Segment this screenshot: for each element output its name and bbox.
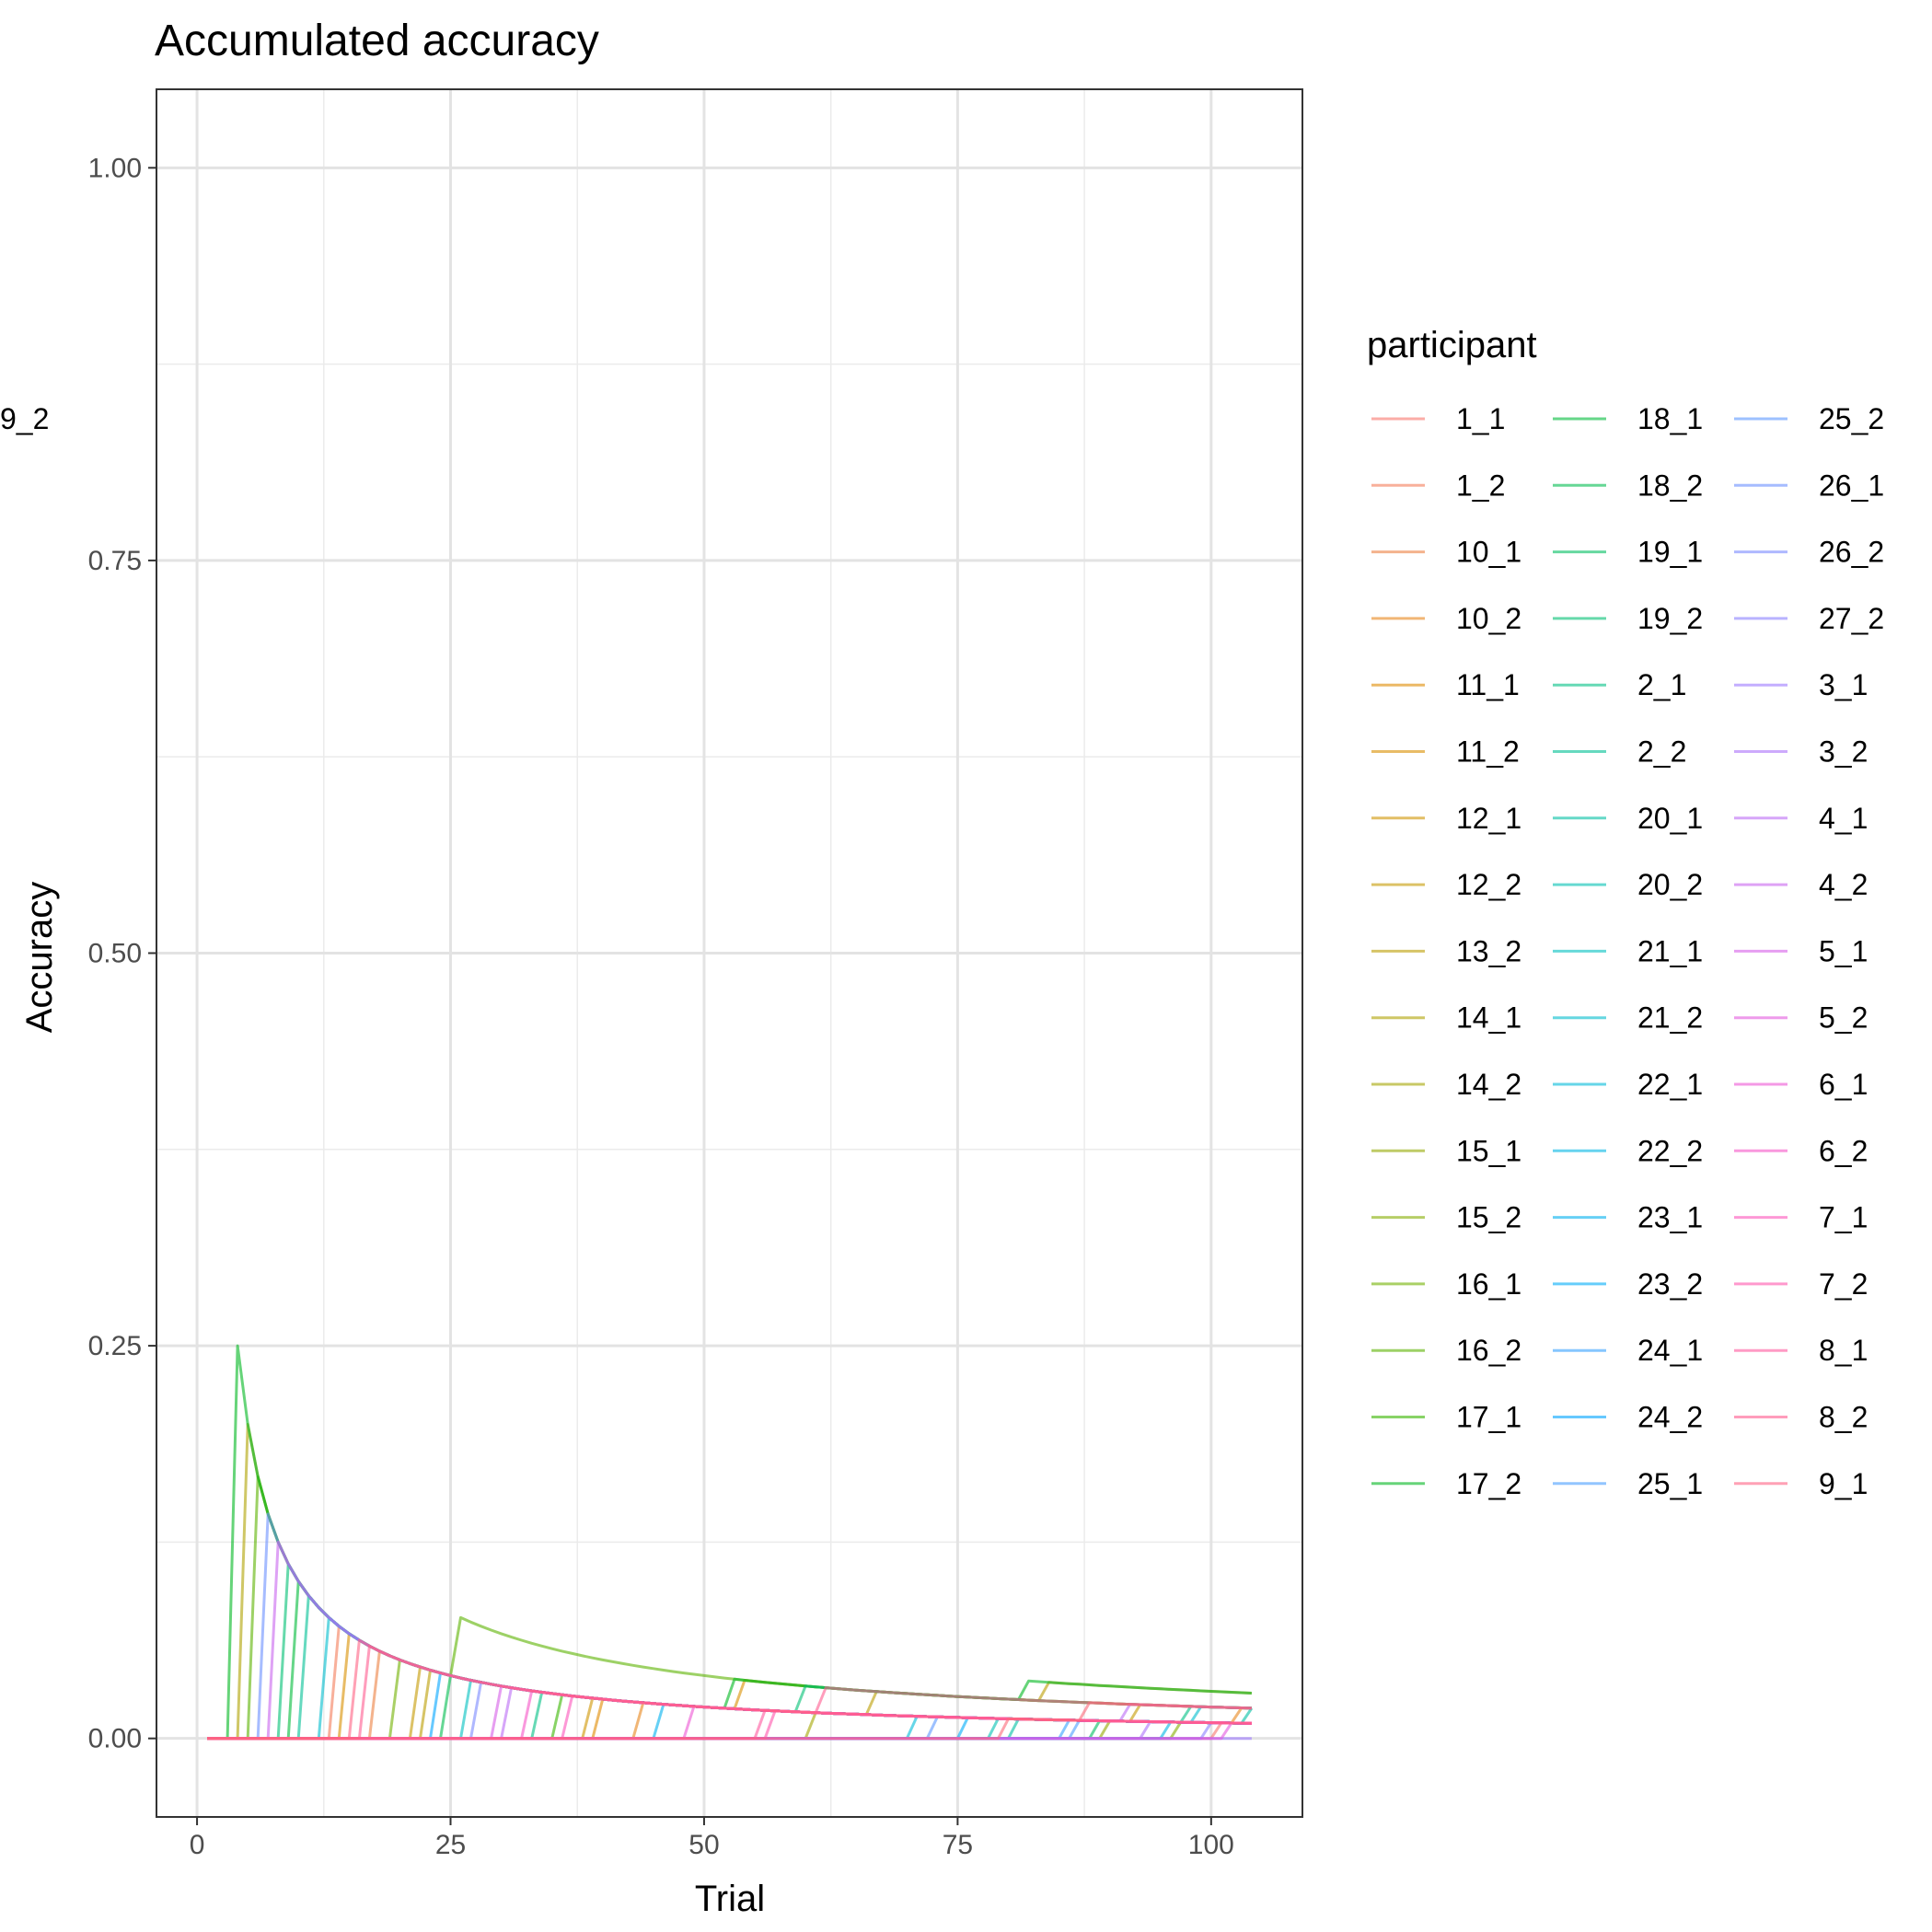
series-line-7_2 [207, 1709, 1252, 1741]
legend-label-20_2: 20_2 [1637, 868, 1703, 901]
legend: 1_1 1_2 10_1 10_2 11_1 11_2 12_1 12_2 13_2 14_1 14… [0, 402, 1884, 1500]
legend-label-8_1: 8_1 [1819, 1334, 1868, 1367]
series-lines [207, 1344, 1254, 1741]
legend-label-12_1: 12_1 [1456, 802, 1521, 835]
legend-label-4_1: 4_1 [1819, 802, 1868, 835]
y-tick-label-1: 0.25 [88, 1331, 142, 1361]
legend-label-14_2: 14_2 [1456, 1068, 1521, 1101]
legend-label-11_1: 11_1 [1456, 668, 1520, 701]
legend-label-17_1: 17_1 [1456, 1401, 1521, 1434]
series-line-14_2 [207, 1711, 1252, 1741]
y-axis-title: Accuracy [19, 882, 60, 1034]
legend-label-6_2: 6_2 [1819, 1134, 1868, 1167]
legend-label-20_1: 20_1 [1637, 802, 1703, 835]
series-line-18_1 [207, 1579, 1252, 1741]
legend-label-25_1: 25_1 [1637, 1467, 1703, 1500]
legend-label-5_1: 5_1 [1819, 934, 1868, 967]
legend-label-23_2: 23_2 [1637, 1267, 1703, 1301]
series-line-19_1 [207, 1719, 1252, 1741]
legend-label-10_1: 10_1 [1456, 536, 1521, 569]
legend-label-17_2: 17_2 [1456, 1467, 1521, 1500]
legend-label-2_1: 2_1 [1637, 668, 1686, 701]
legend-label-15_2: 15_2 [1456, 1201, 1521, 1234]
legend-label-15_1: 15_1 [1456, 1134, 1521, 1167]
x-tick-label-2: 50 [688, 1830, 719, 1860]
y-tick-label-0: 0.00 [88, 1724, 142, 1754]
series-line-9_2 [207, 1701, 1252, 1741]
x-tick-label-0: 0 [190, 1830, 205, 1860]
series-line-2_2 [207, 1594, 1252, 1741]
legend-label-21_2: 21_2 [1637, 1001, 1703, 1035]
x-tick-label-4: 100 [1188, 1830, 1234, 1860]
legend-label-24_1: 24_1 [1637, 1334, 1703, 1367]
legend-label-16_1: 16_1 [1456, 1267, 1521, 1301]
legend-label-19_1: 19_1 [1637, 536, 1703, 569]
chart-title: Accumulated accuracy [155, 17, 599, 65]
legend-label-3_2: 3_2 [1819, 735, 1868, 769]
series-line-6_1 [207, 1705, 1252, 1741]
legend-label-9_1: 9_1 [1819, 1467, 1868, 1500]
axes: 0 25 50 75 100 0.00 0.25 0.50 0.75 1.00 [88, 153, 1234, 1860]
legend-label-2_2: 2_2 [1637, 735, 1686, 769]
y-tick-label-3: 0.75 [88, 546, 142, 576]
legend-label-1_2: 1_2 [1456, 469, 1505, 502]
legend-label-27_2: 27_2 [1819, 602, 1884, 635]
legend-label-8_2: 8_2 [1819, 1401, 1868, 1434]
legend-label-16_2: 16_2 [1456, 1334, 1521, 1367]
legend-label-11_2: 11_2 [1456, 735, 1520, 769]
grid [156, 89, 1302, 1817]
legend-label-24_2: 24_2 [1637, 1401, 1703, 1434]
x-axis-title: Trial [695, 1879, 765, 1919]
y-tick-label-4: 1.00 [88, 153, 142, 183]
series-line-19_2 [207, 1562, 1252, 1741]
legend-label-5_2: 5_2 [1819, 1001, 1868, 1035]
legend-label-9_2: 9_2 [0, 402, 49, 435]
legend-label-22_1: 22_1 [1637, 1068, 1703, 1101]
legend-label-18_1: 18_1 [1637, 402, 1703, 435]
legend-label-26_1: 26_1 [1819, 469, 1884, 502]
legend-label-6_1: 6_1 [1819, 1068, 1868, 1101]
series-line-20_1 [207, 1707, 1254, 1741]
legend-label-23_1: 23_1 [1637, 1201, 1703, 1234]
legend-title: participant [1367, 325, 1537, 365]
legend-label-22_2: 22_2 [1637, 1134, 1703, 1167]
legend-label-21_1: 21_1 [1637, 934, 1703, 967]
legend-label-25_2: 25_2 [1819, 402, 1884, 435]
y-tick-label-2: 0.50 [88, 939, 142, 969]
legend-label-26_2: 26_2 [1819, 536, 1884, 569]
legend-label-10_2: 10_2 [1456, 602, 1521, 635]
legend-label-19_2: 19_2 [1637, 602, 1703, 635]
legend-label-12_2: 12_2 [1456, 868, 1521, 901]
legend-label-14_1: 14_1 [1456, 1001, 1521, 1035]
legend-label-7_1: 7_1 [1819, 1201, 1868, 1234]
x-tick-label-1: 25 [435, 1830, 466, 1860]
legend-label-1_1: 1_1 [1456, 402, 1505, 435]
series-line-8_1 [207, 1708, 1252, 1741]
legend-label-18_2: 18_2 [1637, 469, 1703, 502]
legend-label-3_1: 3_1 [1819, 668, 1868, 701]
legend-label-4_2: 4_2 [1819, 868, 1868, 901]
x-tick-label-3: 75 [943, 1830, 973, 1860]
legend-label-13_2: 13_2 [1456, 934, 1521, 967]
legend-label-7_2: 7_2 [1819, 1267, 1868, 1301]
